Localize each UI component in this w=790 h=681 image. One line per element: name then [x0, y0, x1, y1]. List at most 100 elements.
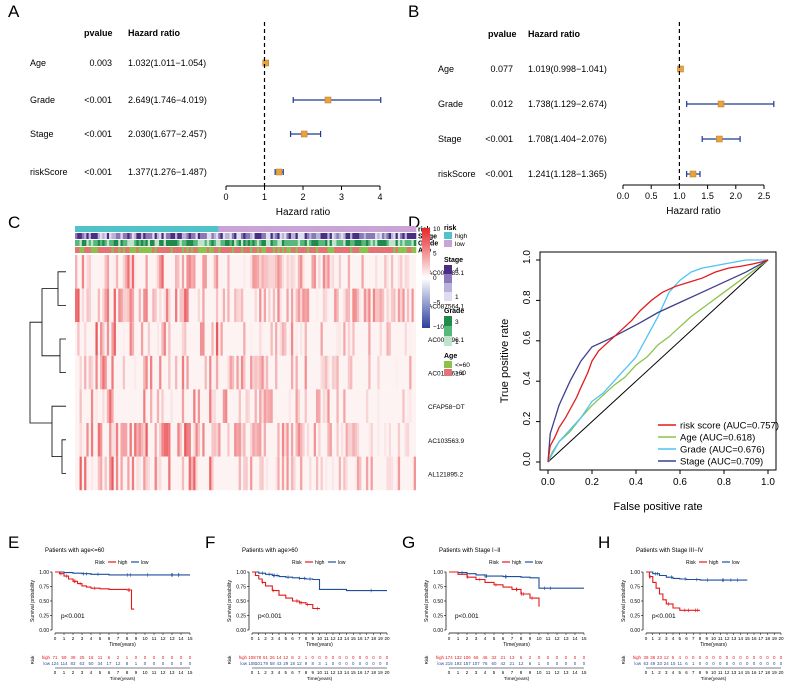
km-risk-number-high: 0 [339, 655, 342, 660]
heatmap-cell [295, 288, 298, 323]
heatmap-grade-cell [236, 240, 239, 246]
heatmap-scale-tick-label: 0 [433, 275, 437, 282]
heatmap-stage-cell [334, 233, 337, 239]
heatmap-cell [250, 355, 253, 390]
heatmap-age-cell [79, 247, 83, 253]
heatmap-cell [243, 456, 246, 491]
heatmap-cell [131, 322, 135, 356]
heatmap-stage-cell [150, 233, 153, 239]
heatmap-stage-cell [184, 233, 187, 239]
heatmap-grade-cell [306, 240, 310, 246]
heatmap-cell [377, 389, 380, 423]
km-risk-x-tick-label: 9 [312, 670, 315, 675]
km-x-tick-label: 5 [678, 636, 681, 641]
km-risk-number-low: 49 [650, 661, 655, 666]
heatmap-grade-cell [172, 240, 176, 246]
heatmap-cell [159, 456, 162, 491]
heatmap-stage-cell [272, 233, 276, 239]
heatmap-cell [213, 255, 216, 289]
heatmap-cell [207, 389, 209, 423]
km-y-tick-label: 0.00 [39, 628, 49, 634]
km-risk-number-low: 42 [501, 661, 506, 666]
forest-row-hr-text: 2.649(1.746−4.019) [128, 95, 207, 105]
heatmap-stage-cell [220, 233, 224, 239]
heatmap-grade-cell [206, 240, 210, 246]
heatmap-cell [396, 356, 398, 390]
heatmap-stage-cell [147, 233, 151, 239]
heatmap-risk-cell [113, 226, 117, 232]
panel-label-c: C [8, 213, 20, 232]
heatmap-cell [214, 356, 216, 390]
heatmap-cell [406, 288, 410, 323]
forest-row-pvalue: 0.077 [490, 64, 513, 74]
heatmap-grade-cell [104, 240, 108, 246]
km-risk-number-high: 132 [454, 655, 462, 660]
heatmap-scale-bar [422, 228, 430, 328]
heatmap-grade-cell [95, 240, 99, 246]
heatmap-cell [325, 389, 328, 423]
km-risk-x-tick-label: 1 [63, 670, 66, 675]
km-x-tick-label: 4 [90, 636, 93, 641]
heatmap-cell [90, 456, 94, 491]
km-risk-row-label-high: high [633, 655, 642, 660]
km-risk-number-high: 0 [379, 655, 382, 660]
km-x-tick-label: 0 [448, 636, 451, 641]
heatmap-age-cell [152, 247, 155, 253]
heatmap-risk-cell [140, 226, 144, 232]
heatmap-cell [375, 255, 378, 289]
heatmap-grade-cell [370, 240, 374, 246]
km-risk-number-high: 0 [726, 655, 729, 660]
km-risk-number-low: 192 [454, 661, 462, 666]
forest-row-pvalue: 0.012 [490, 99, 513, 109]
heatmap-age-cell [300, 247, 303, 253]
heatmap-cell [350, 423, 353, 457]
km-risk-number-low: 157 [463, 661, 471, 666]
km-title: Patients with Stage I−II [439, 548, 501, 554]
heatmap-stage-cell [290, 233, 294, 239]
heatmap-cell [263, 389, 266, 423]
km-risk-x-tick-label: 8 [305, 670, 308, 675]
heatmap-stage-cell [161, 233, 164, 239]
heatmap-cell [227, 355, 230, 390]
heatmap-grade-cell [247, 240, 251, 246]
km-risk-number-high: 71 [53, 655, 58, 660]
km-risk-x-tick-label: 13 [170, 670, 175, 675]
km-x-tick-label: 11 [152, 636, 157, 641]
km-legend-label: Risk [489, 560, 499, 566]
heatmap-grade-cell [300, 240, 303, 246]
km-risk-x-tick-label: 19 [772, 670, 777, 675]
heatmap-cell [347, 355, 351, 390]
heatmap-risk-cell [184, 226, 187, 232]
heatmap-grade-cell [402, 240, 405, 246]
heatmap-cell [243, 255, 246, 289]
km-x-tick-label: 10 [317, 636, 323, 641]
heatmap-age-cell [127, 247, 130, 253]
heatmap-stage-cell [75, 233, 78, 239]
heatmap-risk-cell [109, 226, 112, 232]
heatmap-cell [263, 355, 266, 390]
km-risk-number-high: 0 [153, 655, 156, 660]
heatmap-cell [306, 288, 310, 323]
heatmap-cell [211, 456, 214, 491]
heatmap-grade-cell [211, 240, 214, 246]
km-x-tick-label: 6 [108, 636, 111, 641]
km-risk-number-high: 0 [733, 655, 736, 660]
km-risk-number-low: 17 [107, 661, 112, 666]
heatmap-cell [104, 456, 107, 491]
heatmap-cell [240, 288, 244, 323]
km-risk-number-high: 39 [644, 655, 649, 660]
km-x-tick-label: 14 [344, 636, 350, 641]
km-risk-number-high: 0 [685, 655, 688, 660]
heatmap-risk-cell [168, 226, 171, 232]
heatmap-cell [261, 322, 263, 356]
heatmap-stage-cell [113, 233, 117, 239]
km-x-tick-label: 8 [305, 636, 308, 641]
heatmap-stage-cell [386, 233, 390, 239]
heatmap-age-cell [252, 247, 255, 253]
km-risk-number-high: 21 [501, 655, 506, 660]
heatmap-cell [336, 322, 339, 356]
heatmap-grade-cell [404, 240, 408, 246]
heatmap-stage-cell [288, 233, 292, 239]
heatmap-grade-cell [140, 240, 144, 246]
km-risk-number-high: 0 [312, 655, 315, 660]
